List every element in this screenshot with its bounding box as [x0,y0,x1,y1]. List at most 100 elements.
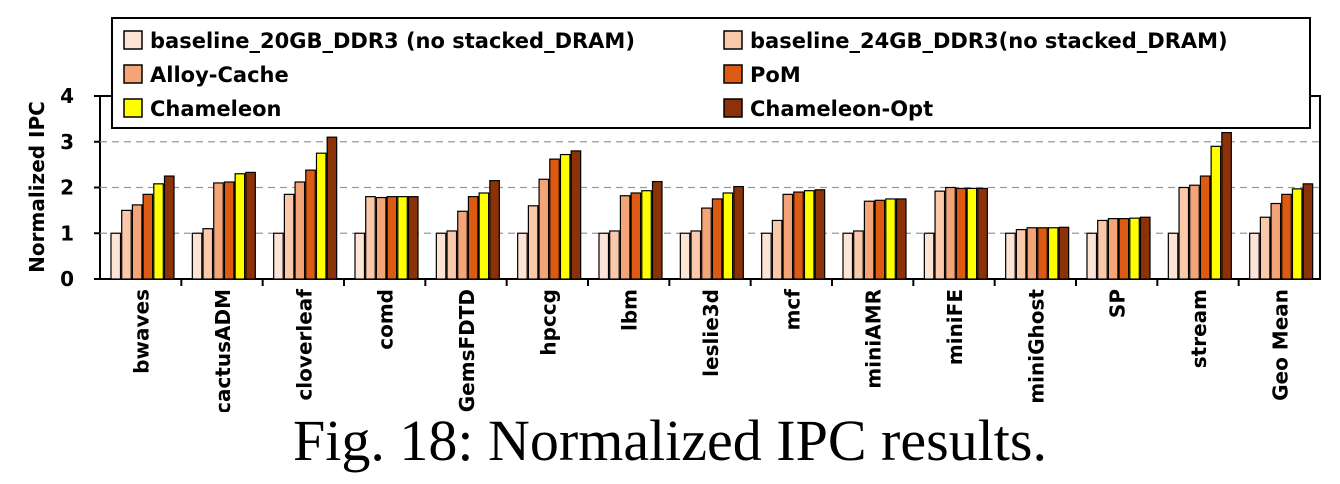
x-axis-ticks: bwaves cactusADM cloverleaf comd GemsFDTD hpc… [130,279,1292,412]
y-axis-label: Normalized IPC [25,101,49,273]
bar [142,193,154,280]
bar [110,232,122,280]
bar [630,192,642,280]
bar [690,230,702,280]
x-tick-label: miniFE [943,289,967,365]
x-tick-label: miniGhost [1024,289,1048,404]
bar [679,232,691,280]
legend-label: baseline_24GB_DDR3(no stacked_DRAM) [750,29,1228,53]
bar [1178,186,1190,280]
legend-label: baseline_20GB_DDR3 (no stacked_DRAM) [150,29,635,53]
bar [283,193,295,280]
x-tick-label: bwaves [130,289,154,374]
x-tick-label: SP [1106,289,1130,318]
bar [955,187,967,280]
bar [234,173,246,280]
bar [874,199,886,280]
legend-label: Chameleon [150,97,281,121]
legend-label: PoM [750,63,801,87]
bar [1270,202,1282,280]
y-tick-label: 2 [60,176,74,200]
bar [1281,193,1292,280]
bar [457,210,468,280]
x-tick-label: Geo Mean [1268,289,1292,401]
bar [273,232,284,280]
bar [1047,227,1059,280]
bar [1026,227,1038,280]
bar [598,232,610,280]
bar [1259,216,1271,280]
bar [722,192,734,280]
bar [1199,175,1211,280]
legend-swatch [123,64,143,84]
bar [842,232,854,280]
x-tick-label: cloverleaf [292,289,316,401]
legend-swatch [723,64,743,84]
bar [1302,183,1314,280]
bar [651,180,663,280]
bar [294,181,306,280]
legend: baseline_20GB_DDR3 (no stacked_DRAM) base… [111,17,1311,129]
x-tick-label: mcf [780,289,804,331]
bar [549,158,560,280]
bar [1129,217,1140,280]
bar [1015,228,1027,280]
bar [163,175,175,280]
bar [895,198,907,280]
bar [1221,132,1232,280]
bar [326,136,338,280]
x-tick-label: leslie3d [699,289,723,377]
x-tick-label: comd [374,289,398,350]
bar [223,181,235,280]
bar [527,205,539,280]
y-tick-label: 3 [60,130,74,154]
figure-caption: Fig. 18: Normalized IPC results. [293,408,1047,473]
bar [570,150,582,280]
legend-swatch [723,30,743,50]
bar [782,193,794,280]
bar [761,232,772,280]
y-axis-ticks: 0 1 2 3 4 [60,84,100,291]
x-tick-label: hpccg [536,289,560,356]
bar [305,169,316,280]
bar [1086,232,1098,280]
bar [1291,188,1303,280]
bar [213,182,224,280]
bar [1189,184,1200,280]
legend-box [111,17,1311,129]
bar [793,191,804,280]
bar [517,232,528,280]
bars [110,132,1314,280]
legend-swatch [123,30,143,50]
bar [863,200,875,280]
bar [977,187,988,280]
bar [315,152,327,280]
bar [446,230,458,280]
y-tick-label: 1 [60,221,74,245]
bar [365,196,376,280]
bar [609,230,620,280]
bar [386,196,398,280]
bar [467,196,479,280]
bar [202,228,214,280]
bar [478,192,490,280]
x-tick-label: lbm [618,289,642,331]
bar [559,153,571,280]
bar [1249,232,1260,280]
x-tick-label: stream [1187,289,1211,368]
bar [1107,218,1119,280]
bar [711,198,723,280]
bar [153,183,164,280]
bar [1097,219,1108,280]
x-tick-label: miniAMR [862,289,886,389]
bar [407,196,419,280]
x-tick-label: cactusADM [211,289,235,412]
bar [966,187,978,280]
bar-chart: 0 1 2 3 4 bwaves cactusADM cloverleaf comd GemsF… [25,17,1321,412]
bar [619,195,631,280]
bar [1167,232,1179,280]
bar [701,207,712,280]
legend-label: Chameleon-Opt [750,97,933,121]
bar [1058,226,1070,280]
bar [945,186,956,280]
